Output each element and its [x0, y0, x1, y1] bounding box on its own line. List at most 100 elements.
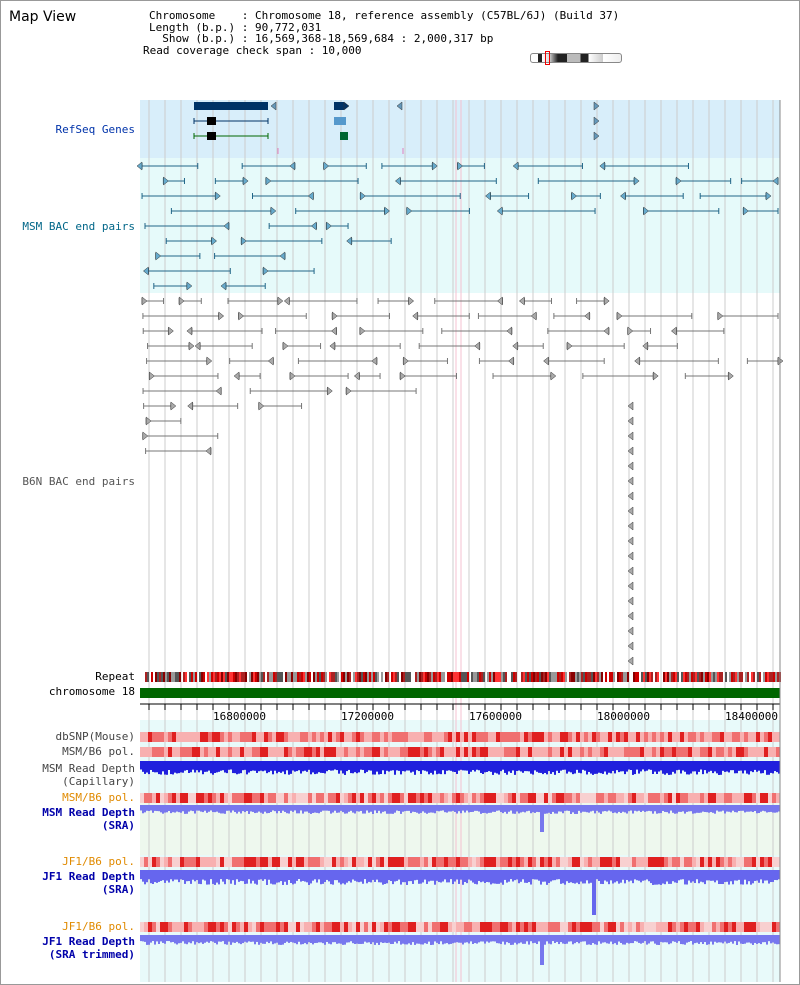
jf1-b6-pol-trim-label[interactable]: JF1/B6 pol. [62, 920, 135, 933]
msm-bac-end-arrow[interactable] [136, 161, 143, 171]
msm-bac-end-arrow[interactable] [279, 251, 286, 261]
b6n-bac-end-arrow[interactable] [550, 371, 557, 381]
b6n-bac-end-arrow[interactable] [371, 356, 378, 366]
b6n-bac-end-arrow[interactable] [670, 326, 677, 336]
msm-bac-end-arrow[interactable] [307, 191, 314, 201]
b6n-bac-end-arrow[interactable] [530, 311, 537, 321]
b6n-bac-end-arrow[interactable] [149, 371, 155, 381]
b6n-bac-end-arrow[interactable] [168, 326, 174, 336]
b6n-bac-end-arrow[interactable] [627, 581, 634, 591]
b6n-bac-end-arrow[interactable] [277, 296, 284, 306]
b6n-bac-end-arrow[interactable] [403, 356, 409, 366]
b6n-bac-end-arrow[interactable] [283, 296, 290, 306]
b6n-bac-end-arrow[interactable] [331, 326, 337, 336]
b6n-bac-end-arrow[interactable] [627, 491, 634, 501]
msm-bac-end-arrow[interactable] [772, 176, 779, 186]
msm-bac-end-arrow[interactable] [241, 236, 247, 246]
msm-bac-end-arrow[interactable] [485, 191, 491, 201]
b6n-bac-end-arrow[interactable] [345, 386, 352, 396]
msm-bac-end-arrow[interactable] [220, 281, 227, 291]
jf1-b6-pol-label[interactable]: JF1/B6 pol. [62, 855, 135, 868]
msm-bac-end-arrow[interactable] [512, 161, 519, 171]
b6n-bac-end-arrow[interactable] [627, 506, 634, 516]
b6n-bac-end-arrow[interactable] [627, 461, 634, 471]
refseq-gene-block[interactable] [334, 117, 346, 125]
jf1-read-depth-trimmed-label[interactable]: JF1 Read Depth (SRA trimmed) [42, 935, 135, 961]
b6n-bac-end-arrow[interactable] [603, 326, 610, 336]
jf1-read-depth-sra-label[interactable]: JF1 Read Depth (SRA) [42, 870, 135, 896]
msm-bac-end-arrow[interactable] [242, 176, 249, 186]
msm-bac-end-arrow[interactable] [346, 236, 352, 246]
b6n-bac-end-arrow[interactable] [627, 611, 634, 621]
b6n-bac-end-arrow[interactable] [329, 341, 336, 351]
b6n-bac-end-arrow[interactable] [282, 341, 289, 351]
msm-bac-label[interactable]: MSM BAC end pairs [22, 220, 135, 233]
msm-bac-end-arrow[interactable] [743, 206, 749, 216]
b6n-bac-end-arrow[interactable] [627, 416, 634, 426]
msm-bac-end-arrow[interactable] [186, 281, 193, 291]
msm-bac-end-arrow[interactable] [643, 206, 649, 216]
b6n-bac-end-arrow[interactable] [512, 341, 518, 351]
b6n-bac-end-arrow[interactable] [258, 401, 265, 411]
msm-bac-end-arrow[interactable] [215, 191, 221, 201]
msm-b6-pol-label[interactable]: MSM/B6 pol. [62, 745, 135, 758]
msm-bac-end-arrow[interactable] [265, 176, 272, 186]
b6n-bac-end-arrow[interactable] [170, 401, 177, 411]
b6n-bac-end-arrow[interactable] [627, 326, 634, 336]
b6n-bac-end-arrow[interactable] [145, 416, 152, 426]
refseq-gene-arrow[interactable] [396, 101, 403, 111]
b6n-bac-end-arrow[interactable] [627, 536, 634, 546]
refseq-gene-arrow[interactable] [593, 131, 600, 141]
b6n-bac-end-arrow[interactable] [353, 371, 360, 381]
msm-bac-end-arrow[interactable] [675, 176, 682, 186]
b6n-bac-end-arrow[interactable] [627, 476, 634, 486]
refseq-gene-block[interactable] [194, 102, 268, 110]
refseq-exon[interactable] [207, 132, 216, 140]
b6n-bac-end-arrow[interactable] [506, 326, 513, 336]
b6n-bac-end-arrow[interactable] [627, 641, 634, 651]
b6n-bac-end-arrow[interactable] [627, 551, 634, 561]
b6n-bac-end-arrow[interactable] [238, 311, 245, 321]
b6n-bac-end-arrow[interactable] [289, 371, 296, 381]
b6n-bac-end-arrow[interactable] [652, 371, 659, 381]
msm-bac-end-arrow[interactable] [143, 266, 149, 276]
msm-bac-end-arrow[interactable] [599, 161, 606, 171]
refseq-gene-arrow[interactable] [593, 101, 600, 111]
msm-bac-end-arrow[interactable] [223, 221, 230, 231]
chromosome-bar[interactable] [140, 688, 780, 698]
msm-read-depth-sra-label[interactable]: MSM Read Depth (SRA) [42, 806, 135, 832]
refseq-gene-arrow[interactable] [270, 101, 277, 111]
msm-bac-end-arrow[interactable] [384, 206, 390, 216]
b6n-bac-end-arrow[interactable] [412, 311, 418, 321]
msm-bac-end-arrow[interactable] [211, 236, 217, 246]
msm-bac-end-arrow[interactable] [289, 161, 296, 171]
b6n-bac-end-arrow[interactable] [205, 446, 212, 456]
b6n-bac-end-arrow[interactable] [497, 296, 503, 306]
refseq-gene-arrow[interactable] [343, 101, 350, 111]
b6n-bac-end-arrow[interactable] [627, 446, 634, 456]
b6n-bac-end-arrow[interactable] [543, 356, 549, 366]
b6n-bac-end-arrow[interactable] [508, 356, 514, 366]
b6n-bac-end-arrow[interactable] [408, 296, 415, 306]
b6n-bac-end-arrow[interactable] [728, 371, 734, 381]
b6n-bac-end-arrow[interactable] [474, 341, 480, 351]
b6n-bac-end-arrow[interactable] [141, 296, 148, 306]
refseq-gene-block[interactable] [334, 102, 344, 110]
b6n-bac-end-arrow[interactable] [331, 311, 338, 321]
msm-bac-end-arrow[interactable] [496, 206, 503, 216]
msm-b6-pol-sra-label[interactable]: MSM/B6 pol. [62, 791, 135, 804]
msm-bac-end-arrow[interactable] [620, 191, 626, 201]
b6n-bac-end-arrow[interactable] [327, 386, 333, 396]
b6n-bac-end-arrow[interactable] [627, 596, 634, 606]
msm-bac-end-arrow[interactable] [571, 191, 578, 201]
b6n-bac-end-arrow[interactable] [627, 401, 634, 411]
b6n-bac-end-arrow[interactable] [359, 326, 366, 336]
b6n-bac-end-arrow[interactable] [634, 356, 640, 366]
msm-bac-end-arrow[interactable] [394, 176, 401, 186]
msm-bac-end-arrow[interactable] [163, 176, 169, 186]
b6n-bac-end-arrow[interactable] [178, 296, 185, 306]
msm-bac-end-arrow[interactable] [432, 161, 438, 171]
msm-read-depth-capillary-label[interactable]: MSM Read Depth (Capillary) [42, 762, 135, 788]
b6n-bac-end-arrow[interactable] [142, 431, 149, 441]
